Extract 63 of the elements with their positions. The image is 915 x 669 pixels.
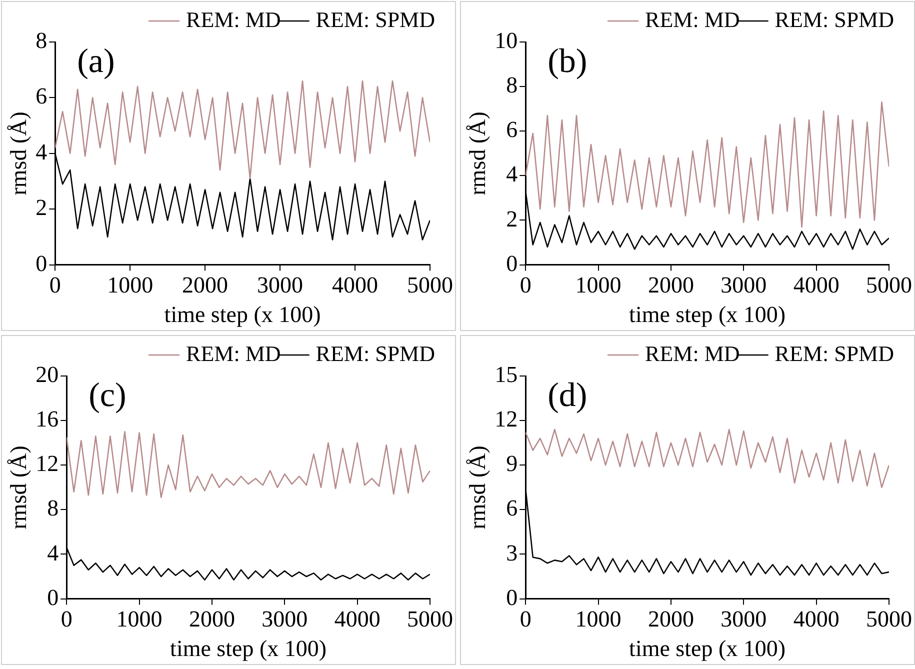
y-axis-title: rmsd (Å) xyxy=(6,446,31,530)
x-tick-label: 4000 xyxy=(793,272,840,298)
y-tick-label: 0 xyxy=(36,250,48,276)
y-tick-label: 9 xyxy=(506,451,518,476)
legend-label: REM: MD xyxy=(645,340,740,366)
legend-label: REM: MD xyxy=(645,6,740,32)
x-tick-label: 3000 xyxy=(262,606,308,632)
x-axis-title: time step (x 100) xyxy=(164,302,321,328)
x-tick-label: 1000 xyxy=(575,606,622,632)
x-tick-label: 1000 xyxy=(107,272,154,298)
legend-label: REM: SPMD xyxy=(774,340,894,366)
y-tick-label: 8 xyxy=(36,28,48,54)
y-tick-label: 15 xyxy=(494,362,518,388)
y-tick-label: 2 xyxy=(36,195,48,220)
x-tick-label: 2000 xyxy=(648,606,694,632)
y-tick-label: 4 xyxy=(506,162,518,187)
y-tick-label: 0 xyxy=(506,250,518,276)
y-axis-title: rmsd (Å) xyxy=(464,112,490,196)
x-tick-label: 2000 xyxy=(182,272,228,298)
y-tick-label: 12 xyxy=(494,406,518,432)
legend-label: REM: SPMD xyxy=(316,340,436,366)
legend-label: REM: SPMD xyxy=(774,6,894,32)
x-tick-label: 1000 xyxy=(116,606,162,632)
chart-title: (d) xyxy=(548,376,588,414)
x-tick-label: 5000 xyxy=(866,272,912,298)
y-tick-label: 20 xyxy=(36,362,59,388)
chart-title: (b) xyxy=(548,42,588,80)
y-tick-label: 4 xyxy=(47,540,60,566)
y-tick-label: 12 xyxy=(36,451,59,476)
y-tick-label: 0 xyxy=(47,584,59,610)
y-tick-label: 10 xyxy=(494,28,518,54)
y-tick-label: 0 xyxy=(506,584,518,610)
y-tick-label: 2 xyxy=(506,206,518,232)
legend-label: REM: MD xyxy=(186,6,281,32)
x-tick-label: 3000 xyxy=(720,606,767,632)
x-axis-title: time step (x 100) xyxy=(170,636,327,662)
y-axis-title: rmsd (Å) xyxy=(6,112,31,196)
y-tick-label: 6 xyxy=(36,84,48,109)
chart-title: (c) xyxy=(88,376,126,414)
x-tick-label: 4000 xyxy=(332,272,378,298)
y-tick-label: 6 xyxy=(506,496,518,521)
x-tick-label: 5000 xyxy=(407,606,453,632)
chart-title: (a) xyxy=(77,42,115,80)
x-tick-label: 2000 xyxy=(188,606,235,632)
x-tick-label: 5000 xyxy=(407,272,453,298)
x-tick-label: 4000 xyxy=(793,606,840,632)
x-tick-label: 3000 xyxy=(257,272,304,298)
y-tick-label: 8 xyxy=(47,496,59,521)
x-tick-label: 5000 xyxy=(866,606,912,632)
y-tick-label: 4 xyxy=(36,139,48,164)
y-tick-label: 16 xyxy=(36,406,59,432)
y-tick-label: 3 xyxy=(506,540,518,566)
x-axis-title: time step (x 100) xyxy=(629,636,786,662)
x-tick-label: 4000 xyxy=(334,606,380,632)
legend-label: REM: MD xyxy=(186,340,281,366)
legend-label: REM: SPMD xyxy=(316,6,436,32)
y-tick-label: 8 xyxy=(506,72,518,98)
x-tick-label: 1000 xyxy=(575,272,622,298)
y-tick-label: 6 xyxy=(506,117,518,142)
x-tick-label: 3000 xyxy=(720,272,767,298)
x-tick-label: 2000 xyxy=(648,272,694,298)
x-axis-title: time step (x 100) xyxy=(629,302,786,328)
y-axis-title: rmsd (Å) xyxy=(464,446,490,530)
